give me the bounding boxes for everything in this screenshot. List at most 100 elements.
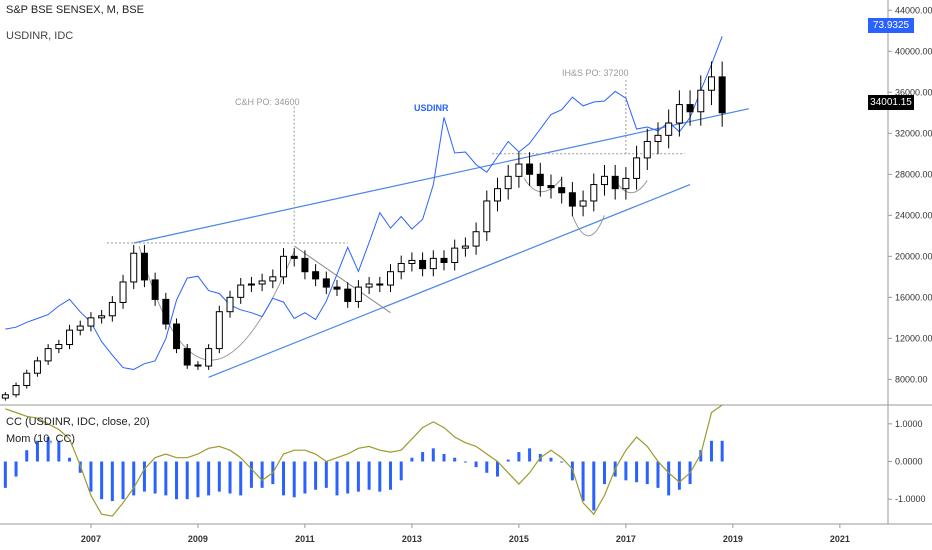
mom-bar	[528, 448, 532, 462]
x-tick-label: 2017	[616, 534, 636, 544]
candle-up	[354, 286, 362, 302]
candle-down	[312, 271, 320, 280]
mom-bar	[314, 461, 318, 490]
candle-up	[258, 280, 266, 285]
mom-bar	[667, 461, 671, 496]
candle-down	[194, 364, 202, 367]
candle-down	[333, 286, 341, 290]
sub-y-tick-label: 0.0000	[895, 457, 923, 467]
candle-down	[686, 104, 694, 113]
mom-bar	[121, 461, 125, 500]
candle-up	[579, 200, 587, 207]
mom-bar	[196, 461, 200, 498]
mom-bar	[560, 461, 564, 463]
mom-bar	[3, 461, 7, 488]
head-arc	[571, 215, 605, 237]
y-tick-label: 20000.00	[895, 251, 932, 261]
mom-bar	[549, 457, 553, 462]
mom-bar	[378, 461, 382, 492]
candle-down	[611, 175, 619, 190]
candle-up	[590, 184, 598, 202]
ihs-po-annotation: IH&S PO: 37200	[562, 68, 629, 78]
mom-bar	[399, 461, 403, 481]
candle-up	[23, 372, 31, 387]
usdinr-line	[5, 36, 723, 371]
mom-bar	[453, 457, 457, 462]
candle-up	[247, 283, 255, 286]
mom-bar	[485, 461, 489, 473]
candle-up	[280, 255, 288, 278]
mom-bar	[720, 440, 724, 462]
y-tick-label: 40000.00	[895, 46, 932, 56]
candle-up	[515, 163, 523, 177]
candle-up	[130, 252, 138, 283]
mom-bar	[474, 461, 478, 468]
y-tick-label: 32000.00	[895, 128, 932, 138]
candle-up	[1, 394, 9, 399]
candle-down	[173, 323, 181, 350]
candle-down	[376, 283, 384, 286]
mom-bar	[495, 461, 499, 477]
candle-up	[675, 104, 683, 124]
y-tick-label: 16000.00	[895, 292, 932, 302]
mom-bar	[25, 450, 29, 462]
candle-up	[98, 315, 106, 319]
mom-bar	[217, 461, 221, 492]
mom-bar	[635, 461, 639, 483]
candle-up	[643, 140, 651, 159]
mom-bar	[175, 461, 179, 500]
candle-up	[493, 188, 501, 202]
mom-bar	[602, 461, 606, 485]
candle-down	[344, 288, 352, 302]
candle-down	[290, 255, 298, 259]
candle-up	[76, 325, 84, 331]
x-tick-label: 2019	[723, 534, 743, 544]
candle-down	[536, 173, 544, 187]
candle-up	[215, 311, 223, 350]
candle-up	[472, 231, 480, 247]
mom-bar	[624, 461, 628, 481]
candle-up	[33, 360, 41, 374]
candle-down	[547, 185, 555, 189]
mom-bar	[68, 457, 72, 462]
candle-up	[622, 177, 630, 190]
mom-bar	[592, 461, 596, 511]
left-shoulder-arc	[523, 178, 563, 193]
candle-up	[408, 259, 416, 265]
mom-bar	[431, 448, 435, 462]
x-tick-label: 2011	[295, 534, 315, 544]
handle-channel-line	[293, 245, 391, 314]
candle-up	[461, 245, 469, 249]
mom-bar	[153, 461, 157, 494]
mom-bar	[110, 461, 114, 502]
mom-bar	[228, 461, 232, 494]
mom-bar	[581, 461, 585, 502]
right-shoulder-arc	[614, 180, 648, 194]
candle-down	[440, 257, 448, 263]
y-tick-label: 44000.00	[895, 5, 932, 15]
mom-bar	[677, 461, 681, 490]
sub-y-tick-label: -1.0000	[895, 494, 926, 504]
ch-po-annotation: C&H PO: 34600	[235, 97, 300, 107]
mom-bar	[367, 461, 371, 490]
lower-trendline	[208, 183, 691, 378]
candle-up	[633, 157, 641, 179]
usdinr-annotation: USDINR	[414, 103, 449, 113]
mom-bar	[506, 459, 510, 462]
y-tick-label: 12000.00	[895, 333, 932, 343]
candle-up	[504, 175, 512, 190]
candle-up	[483, 200, 491, 233]
candle-up	[12, 385, 20, 396]
x-tick-label: 2013	[402, 534, 422, 544]
x-tick-label: 2007	[81, 534, 101, 544]
mom-bar	[656, 461, 660, 488]
mom-bar	[132, 461, 136, 496]
candle-down	[526, 163, 534, 175]
mom-bar	[324, 461, 328, 488]
mom-bar	[389, 461, 393, 490]
candle-up	[55, 344, 63, 350]
candle-up	[226, 296, 234, 313]
candle-up	[600, 175, 608, 186]
y-tick-label: 24000.00	[895, 210, 932, 220]
